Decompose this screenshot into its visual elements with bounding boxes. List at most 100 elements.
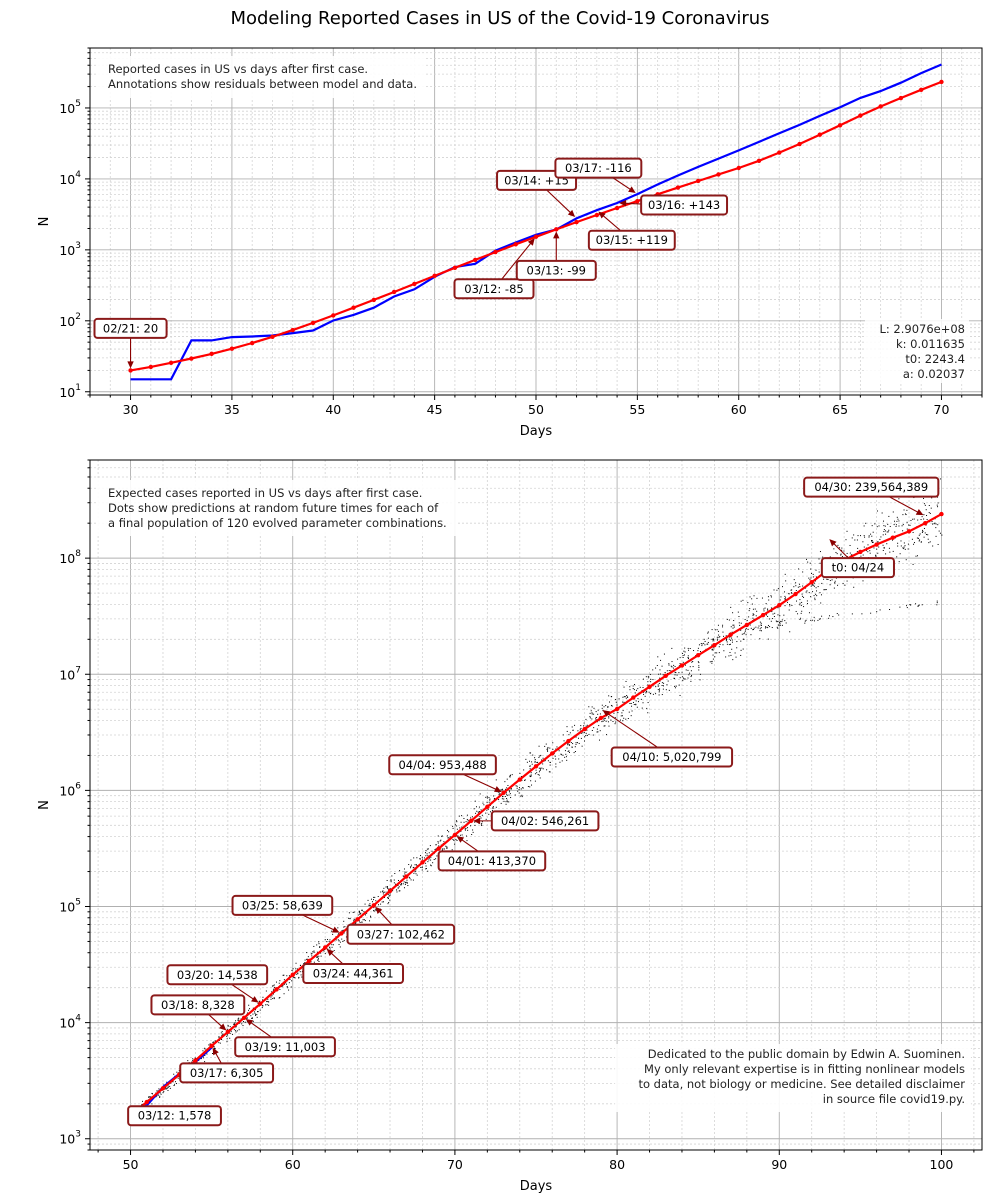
prediction-dot [522, 787, 524, 789]
prediction-dot [935, 535, 937, 537]
plot-area [128, 478, 944, 1118]
prediction-dot [386, 886, 388, 888]
prediction-dot [781, 619, 783, 621]
prediction-dot [230, 1031, 232, 1033]
prediction-dot [598, 739, 600, 741]
prediction-dot [690, 680, 692, 682]
prediction-dot [809, 579, 811, 581]
prediction-dot [765, 603, 767, 605]
prediction-dot [823, 578, 825, 580]
prediction-dot [918, 534, 920, 536]
prediction-dot [487, 808, 489, 810]
prediction-dot [808, 592, 810, 594]
prediction-dot [883, 547, 885, 549]
prediction-dot [589, 712, 591, 714]
prediction-dot [928, 542, 930, 544]
prediction-dot [827, 578, 829, 580]
prediction-dot [655, 667, 657, 669]
prediction-dot [676, 674, 678, 676]
prediction-dot [475, 806, 477, 808]
prediction-dot [784, 605, 786, 607]
prediction-dot [646, 691, 648, 693]
annotation-box [166, 964, 269, 986]
prediction-dot [777, 588, 779, 590]
prediction-dot [167, 1086, 169, 1088]
prediction-dot [571, 726, 573, 728]
prediction-dot [214, 1047, 216, 1049]
prediction-dot [630, 702, 632, 704]
annotation-arrowhead [326, 948, 334, 956]
annotation-box [453, 278, 535, 300]
prediction-dot [733, 624, 735, 626]
prediction-dot [928, 505, 930, 507]
prediction-dot [658, 673, 660, 675]
prediction-dot [799, 583, 801, 585]
prediction-dot [707, 641, 709, 643]
prediction-dot [615, 721, 617, 723]
annotation-arrowhead [456, 836, 465, 843]
y-tick-exponent: 3 [75, 1130, 81, 1140]
prediction-dot [772, 618, 774, 620]
annotation-arrowhead [619, 200, 627, 207]
prediction-dot [637, 701, 639, 703]
prediction-dot [625, 718, 627, 720]
prediction-dot [416, 865, 418, 867]
prediction-dot-outlier [776, 626, 778, 628]
model-point [858, 113, 863, 118]
prediction-dot [283, 993, 285, 995]
prediction-dot [383, 901, 385, 903]
prediction-dot [399, 890, 401, 892]
prediction-dot [402, 875, 404, 877]
prediction-dot [167, 1087, 169, 1089]
prediction-dot [300, 974, 302, 976]
prediction-dot [768, 599, 770, 601]
prediction-dot [331, 930, 333, 932]
prediction-dot [349, 918, 351, 920]
prediction-dot [689, 666, 691, 668]
model-point [635, 198, 640, 204]
prediction-dot [420, 858, 422, 860]
prediction-dot [509, 793, 511, 795]
y-tick-exponent: 5 [75, 898, 81, 908]
prediction-dot [295, 973, 297, 975]
prediction-dot [810, 568, 812, 570]
annotation-arrowhead [219, 1023, 227, 1031]
prediction-dot [547, 748, 549, 750]
prediction-dot [501, 798, 503, 800]
prediction-dot [233, 1024, 235, 1026]
model-point [906, 529, 912, 534]
annotation-arrowhead [628, 186, 636, 193]
prediction-dot [548, 771, 550, 773]
prediction-dot [247, 1012, 249, 1014]
prediction-dot [800, 604, 802, 606]
prediction-dot [612, 720, 614, 722]
prediction-dot [358, 910, 360, 912]
prediction-dot [208, 1044, 210, 1046]
prediction-dot [255, 1009, 257, 1011]
prediction-dot [937, 502, 939, 504]
prediction-dot-outlier [879, 609, 881, 611]
prediction-dot [738, 622, 740, 624]
annotation-box [640, 194, 729, 216]
prediction-dot [869, 550, 871, 552]
prediction-dot [566, 730, 568, 732]
prediction-dot [501, 789, 503, 791]
prediction-dot [819, 551, 821, 553]
prediction-dot [293, 976, 295, 978]
prediction-dot [576, 742, 578, 744]
prediction-dot [262, 996, 264, 998]
prediction-dot [608, 695, 610, 697]
prediction-dot [397, 887, 399, 889]
prediction-dot [753, 618, 755, 620]
model-point [290, 972, 295, 978]
prediction-dot [629, 689, 631, 691]
prediction-dot-outlier [760, 627, 762, 629]
prediction-dot [625, 680, 627, 682]
annotation-label: t0: 04/24 [832, 561, 885, 575]
prediction-dot [760, 624, 762, 626]
x-tick-label: 45 [427, 402, 443, 417]
prediction-dot [898, 498, 900, 500]
prediction-dot [416, 874, 418, 876]
